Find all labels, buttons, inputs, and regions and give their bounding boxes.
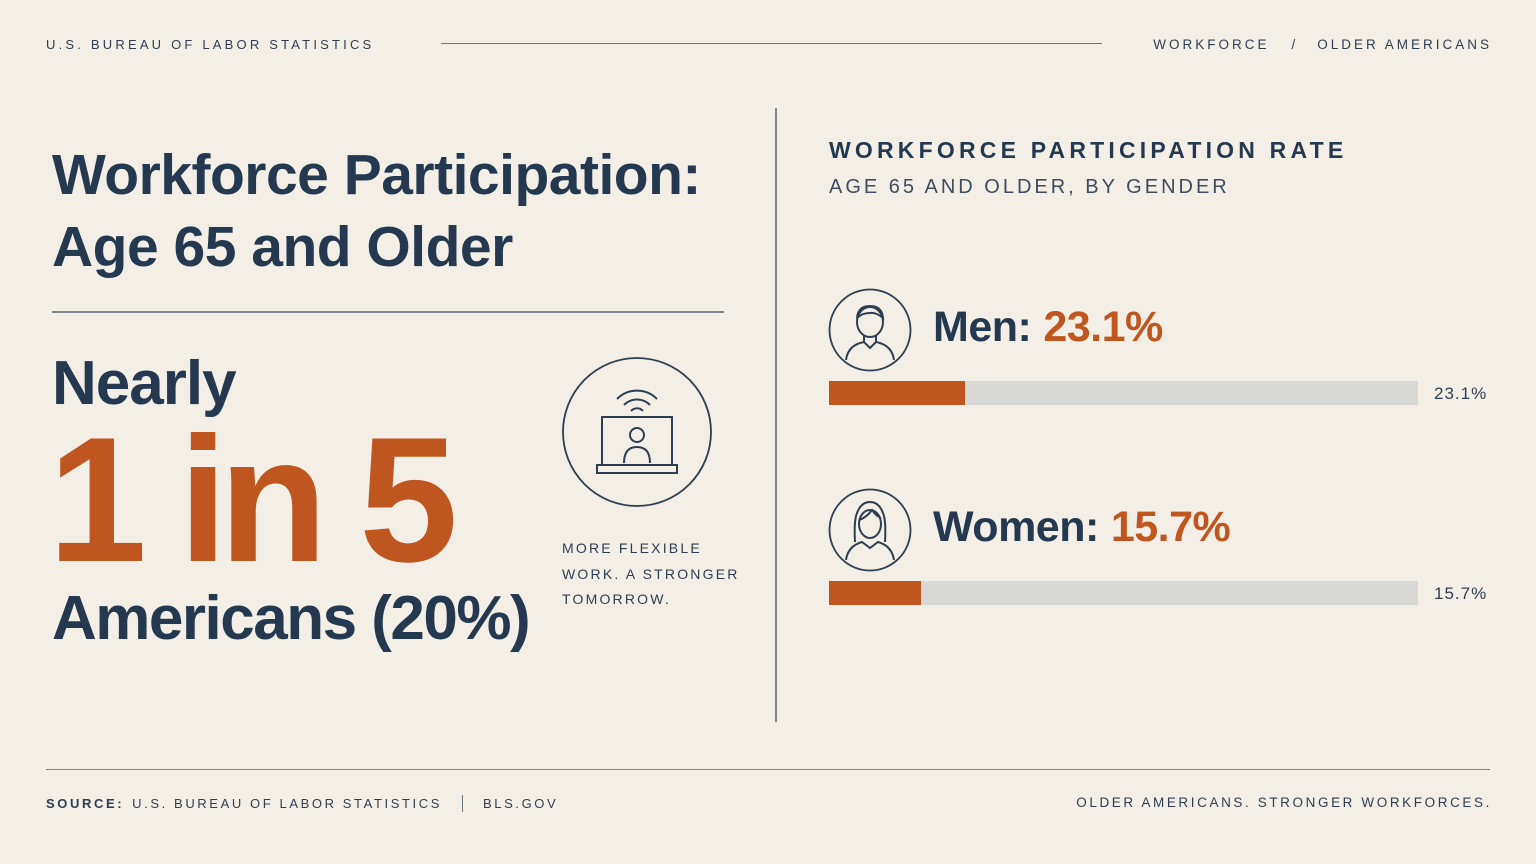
agency-name: U.S. BUREAU OF LABOR STATISTICS xyxy=(46,37,375,52)
men-label: Men: 23.1% xyxy=(933,303,1163,352)
women-bar-track xyxy=(829,581,1418,605)
women-bar-label: 15.7% xyxy=(1434,584,1488,603)
source-label: SOURCE: xyxy=(46,796,125,811)
woman-avatar-icon xyxy=(828,488,912,572)
tagline-line-2: WORK. A STRONGER xyxy=(562,565,740,582)
stat-prefix: Nearly xyxy=(52,349,237,418)
footer-separator xyxy=(461,795,463,812)
header-divider xyxy=(441,43,1102,44)
women-label: Women: 15.7% xyxy=(933,503,1231,552)
page-title: Workforce Participation: Age 65 and Olde… xyxy=(52,139,752,283)
remote-work-laptop-icon xyxy=(562,357,712,507)
men-bar-track xyxy=(829,381,1418,405)
man-avatar-icon xyxy=(828,288,912,372)
men-value: 23.1% xyxy=(1043,303,1163,351)
women-bar xyxy=(829,581,922,605)
tagline-line-1: MORE FLEXIBLE xyxy=(562,540,702,556)
tagline: MORE FLEXIBLE WORK. A STRONGER TOMORROW. xyxy=(562,536,740,613)
footer-slogan: OLDER AMERICANS. STRONGER WORKFORCES. xyxy=(1076,795,1492,810)
chart-subtitle: AGE 65 AND OLDER, BY GENDER xyxy=(829,176,1230,198)
tagline-line-3: TOMORROW. xyxy=(562,591,671,607)
stat-headline: 1 in 5 xyxy=(48,400,458,599)
page-title-line-1: Workforce Participation: xyxy=(52,143,701,207)
women-category: Women: xyxy=(933,503,1099,551)
men-bar xyxy=(829,381,966,405)
page-title-line-2: Age 65 and Older xyxy=(52,215,513,279)
footer-divider xyxy=(46,769,1490,770)
site-link[interactable]: BLS.GOV xyxy=(482,796,559,811)
breadcrumb-item-workforce[interactable]: WORKFORCE xyxy=(1153,37,1270,52)
title-divider xyxy=(52,311,724,313)
chart-title: WORKFORCE PARTICIPATION RATE xyxy=(829,137,1348,163)
men-bar-label: 23.1% xyxy=(1434,384,1488,403)
breadcrumb-separator: / xyxy=(1291,37,1296,52)
breadcrumb-item-older-americans[interactable]: OLDER AMERICANS xyxy=(1317,37,1492,52)
source-text: U.S. BUREAU OF LABOR STATISTICS xyxy=(132,796,442,811)
column-divider xyxy=(775,108,777,722)
women-value: 15.7% xyxy=(1110,503,1231,551)
stat-suffix: Americans (20%) xyxy=(52,584,531,653)
footer-source: SOURCE: U.S. BUREAU OF LABOR STATISTICS … xyxy=(46,795,558,812)
men-category: Men: xyxy=(933,303,1032,351)
breadcrumb: WORKFORCE / OLDER AMERICANS xyxy=(1153,37,1492,52)
